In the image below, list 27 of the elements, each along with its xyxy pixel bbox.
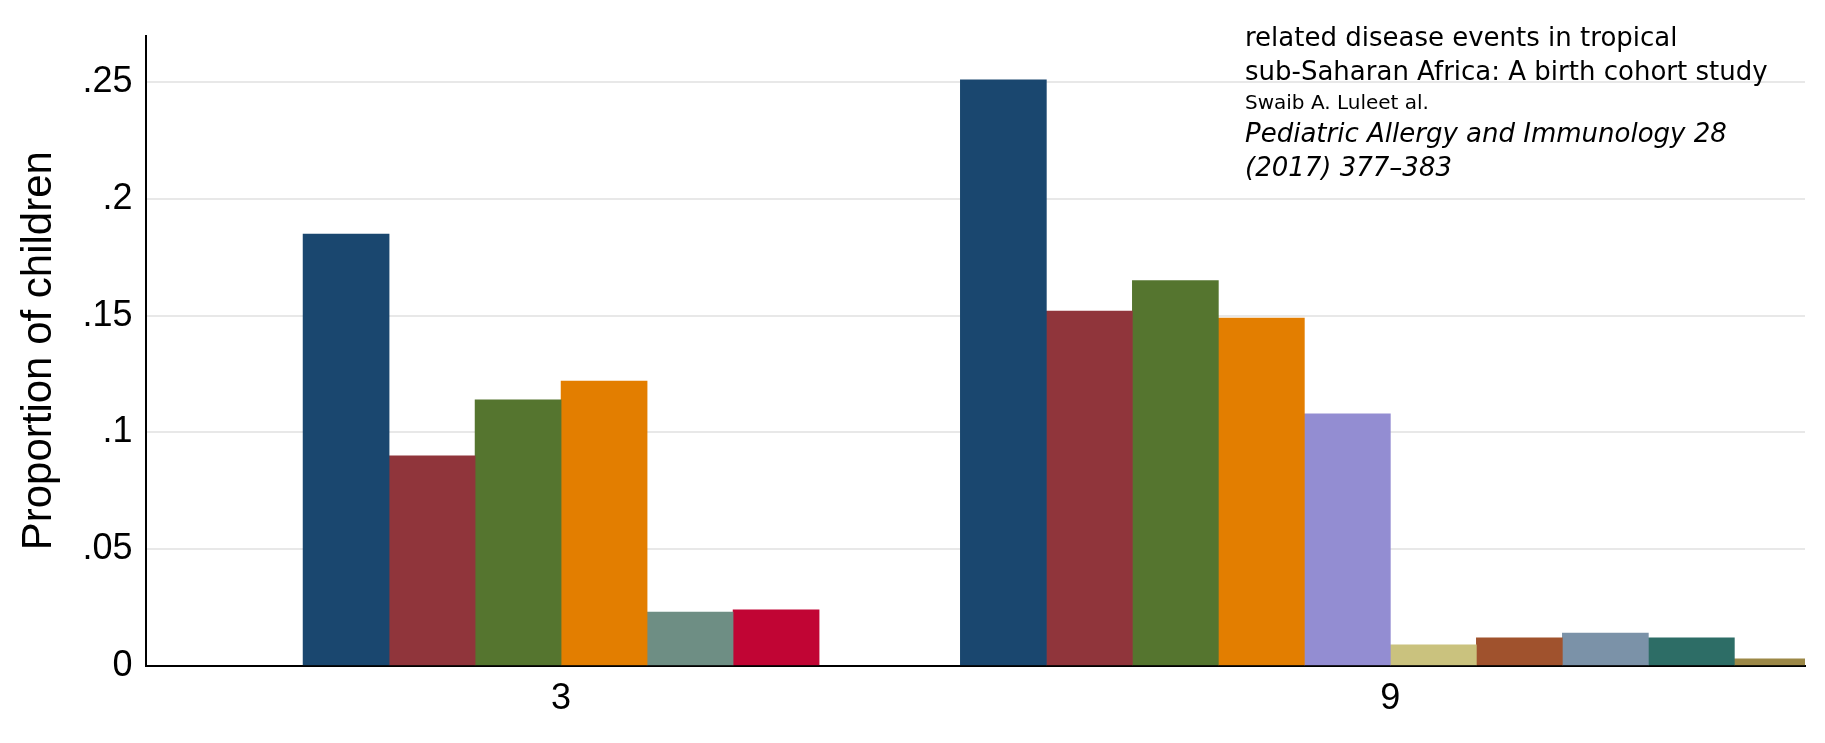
bar [1390, 644, 1477, 666]
bar [1304, 413, 1391, 666]
bar [388, 455, 476, 666]
y-tick-label: .2 [102, 175, 133, 217]
bar [646, 611, 734, 666]
y-tick-label: 0 [112, 642, 133, 684]
x-tick-label: 3 [551, 676, 572, 718]
y-tick-label: .25 [82, 59, 133, 101]
y-tick-label: .1 [102, 409, 133, 451]
y-tick-label: .05 [82, 526, 133, 568]
bar [1218, 317, 1305, 666]
bar [1132, 280, 1219, 666]
annotation: Swaib A. Luleet al. [1245, 90, 1429, 115]
bar [560, 380, 648, 666]
bar [302, 233, 390, 666]
bar [1648, 637, 1735, 666]
bar [1562, 632, 1649, 666]
bar [960, 79, 1047, 666]
bar [1476, 637, 1563, 666]
bar [474, 399, 562, 666]
y-tick-label: .15 [82, 292, 133, 334]
y-axis-title: Proportion of children [12, 151, 60, 551]
annotation: Pediatric Allergy and Immunology 28 (2017) 377–383 [1245, 117, 1727, 182]
annotation: related disease events in tropical sub-Saharan Africa: A birth cohort study [1245, 21, 1768, 86]
bar [732, 609, 820, 666]
x-tick-label: 9 [1380, 676, 1401, 718]
bar [1046, 310, 1133, 666]
